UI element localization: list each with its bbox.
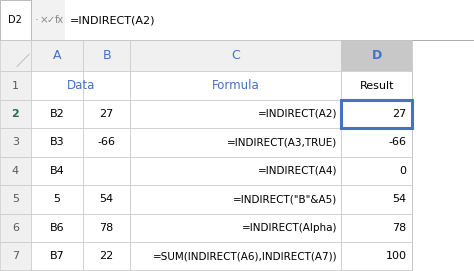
Text: 54: 54 xyxy=(392,194,407,204)
Bar xyxy=(0,185,31,214)
Bar xyxy=(341,270,412,271)
Bar xyxy=(31,242,83,270)
Bar xyxy=(83,128,130,157)
Text: 5: 5 xyxy=(54,194,60,204)
Bar xyxy=(0,0,31,40)
Bar xyxy=(341,40,412,71)
Bar xyxy=(341,214,412,242)
Text: 6: 6 xyxy=(12,223,19,233)
Bar xyxy=(83,100,130,128)
Bar xyxy=(0,100,31,128)
Text: 78: 78 xyxy=(392,223,407,233)
Bar xyxy=(0,157,31,185)
Text: 78: 78 xyxy=(100,223,114,233)
Bar xyxy=(31,71,83,100)
Bar xyxy=(0,270,31,271)
Bar xyxy=(341,100,412,128)
Text: 3: 3 xyxy=(12,137,19,147)
Bar xyxy=(31,185,83,214)
Bar xyxy=(0,242,31,270)
Text: 22: 22 xyxy=(100,251,114,261)
Text: 5: 5 xyxy=(12,194,19,204)
Bar xyxy=(31,270,83,271)
Text: B6: B6 xyxy=(50,223,64,233)
Bar xyxy=(31,100,83,128)
Bar xyxy=(130,71,341,100)
Text: ×: × xyxy=(39,15,48,25)
Bar xyxy=(130,214,341,242)
Bar xyxy=(0,214,31,242)
Bar xyxy=(130,100,341,128)
Text: A: A xyxy=(53,49,61,62)
Bar xyxy=(65,0,474,40)
Bar xyxy=(31,0,65,40)
Text: 2: 2 xyxy=(11,109,19,119)
Text: 27: 27 xyxy=(100,109,114,119)
Bar xyxy=(130,270,341,271)
Bar xyxy=(0,128,31,157)
Text: =INDIRECT("B"&A5): =INDIRECT("B"&A5) xyxy=(233,194,337,204)
Bar xyxy=(341,128,412,157)
Bar xyxy=(31,157,83,185)
Text: C: C xyxy=(231,49,240,62)
Text: 100: 100 xyxy=(386,251,407,261)
Bar xyxy=(130,185,341,214)
Text: =INDIRECT(A4): =INDIRECT(A4) xyxy=(258,166,337,176)
Text: B7: B7 xyxy=(49,251,64,261)
Bar xyxy=(83,185,130,214)
Bar xyxy=(130,40,341,71)
Text: D2: D2 xyxy=(9,15,22,25)
Text: B4: B4 xyxy=(49,166,64,176)
Bar xyxy=(130,128,341,157)
Bar xyxy=(341,100,412,128)
Bar xyxy=(83,40,130,71)
Bar xyxy=(83,214,130,242)
Text: -66: -66 xyxy=(98,137,116,147)
Text: B: B xyxy=(102,49,111,62)
Bar xyxy=(341,71,412,100)
Text: 27: 27 xyxy=(392,109,407,119)
Text: ·: · xyxy=(35,15,39,25)
Text: Data: Data xyxy=(66,79,95,92)
Bar xyxy=(0,0,474,40)
Text: B3: B3 xyxy=(50,137,64,147)
Text: -66: -66 xyxy=(389,137,407,147)
Text: =INDIRECT(A2): =INDIRECT(A2) xyxy=(70,15,155,25)
Text: 0: 0 xyxy=(400,166,407,176)
Bar xyxy=(83,71,130,100)
Text: 54: 54 xyxy=(100,194,114,204)
Bar xyxy=(341,185,412,214)
Text: =INDIRECT(A3,TRUE): =INDIRECT(A3,TRUE) xyxy=(227,137,337,147)
Bar xyxy=(0,40,31,71)
Text: fx: fx xyxy=(55,15,64,25)
Bar xyxy=(31,214,83,242)
Bar xyxy=(130,242,341,270)
Bar xyxy=(341,242,412,270)
Bar xyxy=(341,157,412,185)
Text: =INDIRECT(A2): =INDIRECT(A2) xyxy=(258,109,337,119)
Bar xyxy=(83,242,130,270)
Text: =INDIRECT(Alpha): =INDIRECT(Alpha) xyxy=(242,223,337,233)
Bar xyxy=(83,270,130,271)
Bar xyxy=(130,157,341,185)
Bar xyxy=(83,157,130,185)
Text: D: D xyxy=(372,49,382,62)
Text: Formula: Formula xyxy=(212,79,260,92)
Text: ✓: ✓ xyxy=(46,15,55,25)
Text: Result: Result xyxy=(360,80,394,91)
Bar xyxy=(31,40,83,71)
Text: 4: 4 xyxy=(12,166,19,176)
Text: =SUM(INDIRECT(A6),INDIRECT(A7)): =SUM(INDIRECT(A6),INDIRECT(A7)) xyxy=(153,251,337,261)
Text: B2: B2 xyxy=(49,109,64,119)
Bar xyxy=(0,71,31,100)
Text: 7: 7 xyxy=(12,251,19,261)
Text: 1: 1 xyxy=(12,80,19,91)
Bar xyxy=(31,128,83,157)
